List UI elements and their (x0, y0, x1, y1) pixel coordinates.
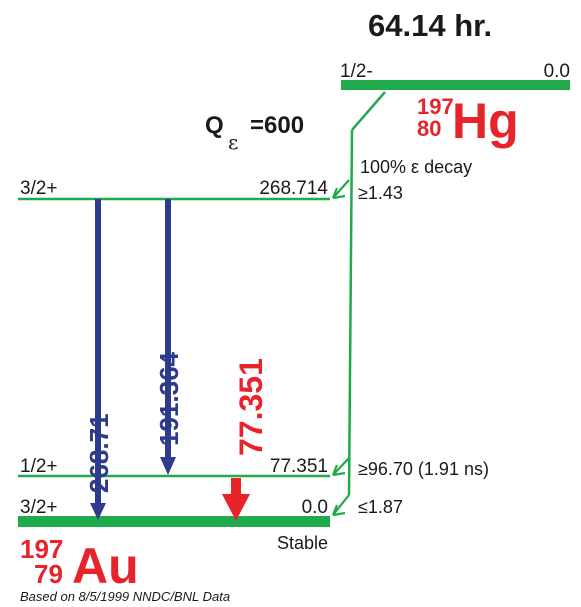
level-energy-268: 268.714 (259, 178, 328, 199)
daughter-atomic-number: 79 (34, 559, 63, 589)
ec-feed-line-vertical (347, 129, 354, 496)
parent-mass-number: 197 (417, 94, 454, 119)
level-spin-parity-0: 3/2+ (20, 497, 58, 518)
gamma-arrow-268-head (90, 503, 106, 520)
feeding-intensity-77: ≥96.70 (1.91 ns) (358, 459, 489, 479)
daughter-mass-number: 197 (20, 534, 63, 564)
level-spin-parity-77: 1/2+ (20, 456, 58, 477)
parent-atomic-number: 80 (417, 116, 441, 141)
feed-arrow-268 (331, 179, 350, 200)
q-value-subscript: ε (228, 130, 238, 154)
parent-level-energy: 0.0 (544, 61, 570, 82)
level-energy-77: 77.351 (270, 456, 328, 477)
feeding-intensity-268: ≥1.43 (358, 183, 403, 203)
gamma-energy-191: 191.364 (154, 351, 184, 446)
gamma-arrow-191-head (160, 457, 176, 475)
level-spin-parity-268: 3/2+ (20, 178, 58, 199)
parent-element-symbol: Hg (452, 93, 519, 149)
decay-mode-label: 100% ε decay (360, 157, 472, 177)
gamma-arrow-77-head (222, 494, 250, 521)
stable-label: Stable (277, 533, 328, 553)
daughter-element-symbol: Au (72, 538, 139, 594)
half-life-label: 64.14 hr. (368, 8, 492, 43)
gamma-energy-77: 77.351 (233, 358, 269, 456)
feed-arrow-77 (331, 457, 350, 477)
gamma-energy-268: 268.71 (84, 413, 114, 493)
source-note: Based on 8/5/1999 NNDC/BNL Data (20, 589, 230, 604)
ec-feed-line (351, 91, 386, 131)
q-value-number: =600 (250, 112, 304, 139)
parent-level-line (341, 80, 570, 90)
feed-arrow-0 (331, 494, 350, 517)
parent-spin-parity: 1/2- (340, 61, 373, 82)
ground-level-line (18, 516, 330, 527)
q-value-label: Q (205, 112, 224, 139)
level-energy-0: 0.0 (302, 497, 328, 518)
feeding-intensity-0: ≤1.87 (358, 497, 403, 517)
